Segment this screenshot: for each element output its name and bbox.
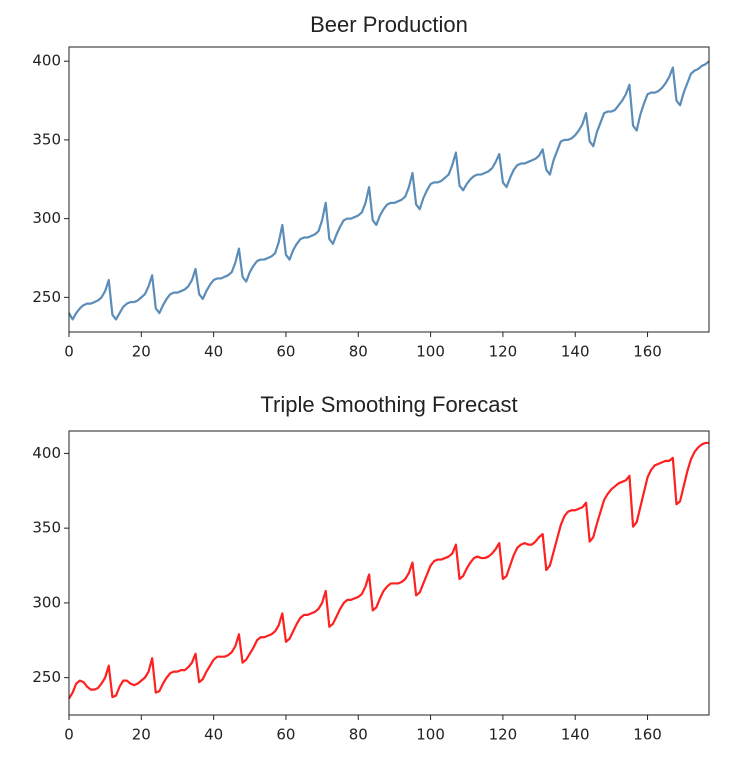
x-tick-label: 80 bbox=[349, 726, 368, 744]
x-tick-label: 100 bbox=[416, 726, 445, 744]
x-tick-label: 60 bbox=[276, 343, 295, 361]
y-tick-label: 400 bbox=[32, 52, 61, 70]
x-tick-label: 20 bbox=[132, 343, 151, 361]
x-tick-label: 140 bbox=[561, 343, 590, 361]
chart-title: Triple Smoothing Forecast bbox=[260, 392, 517, 417]
line bbox=[68, 441, 709, 700]
y-tick-label: 300 bbox=[32, 209, 61, 227]
x-tick-label: 120 bbox=[489, 726, 518, 744]
x-tick-label: 40 bbox=[204, 726, 223, 744]
y-tick-label: 350 bbox=[32, 519, 61, 537]
y-tick-label: 300 bbox=[32, 593, 61, 611]
x-tick-label: 0 bbox=[64, 726, 74, 744]
plot-frame bbox=[68, 46, 710, 333]
y-tick-label: 250 bbox=[32, 668, 61, 686]
x-tick-label: 40 bbox=[204, 343, 223, 361]
x-tick-label: 160 bbox=[633, 726, 662, 744]
x-tick-label: 120 bbox=[489, 343, 518, 361]
x-tick-label: 140 bbox=[561, 726, 590, 744]
line bbox=[68, 60, 710, 321]
x-tick-label: 20 bbox=[132, 726, 151, 744]
x-tick-label: 80 bbox=[349, 343, 368, 361]
x-tick-label: 60 bbox=[276, 726, 295, 744]
y-tick-label: 250 bbox=[32, 288, 61, 306]
y-tick-label: 400 bbox=[32, 444, 61, 462]
x-tick-label: 100 bbox=[416, 343, 445, 361]
plot-frame bbox=[68, 430, 710, 716]
y-tick-label: 350 bbox=[32, 130, 61, 148]
x-tick-label: 0 bbox=[64, 343, 74, 361]
chart-title: Beer Production bbox=[310, 12, 468, 37]
x-tick-label: 160 bbox=[633, 343, 662, 361]
